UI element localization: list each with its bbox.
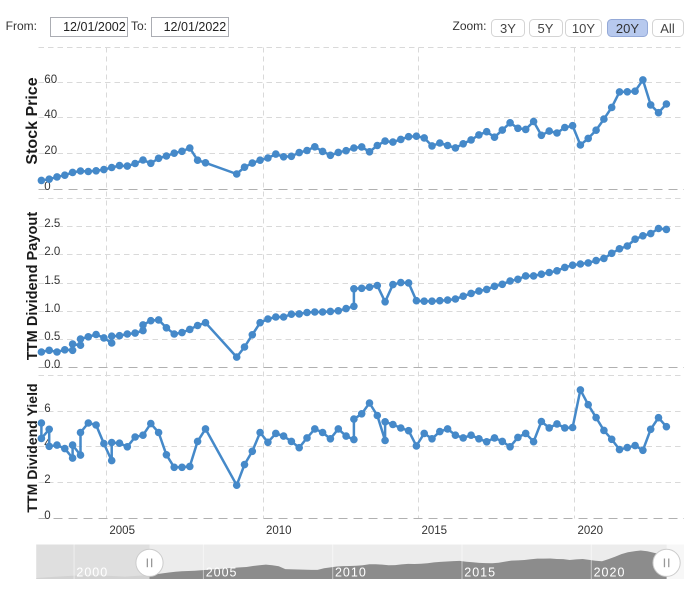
svg-text:0: 0 [44, 510, 50, 522]
svg-text:2000: 2000 [76, 566, 108, 580]
svg-text:TTM Dividend Yield: TTM Dividend Yield [24, 383, 40, 512]
svg-text:2015: 2015 [422, 525, 448, 537]
svg-text:0.0: 0.0 [44, 359, 60, 371]
svg-text:2.5: 2.5 [44, 218, 60, 230]
svg-text:0: 0 [44, 181, 50, 193]
svg-text:60: 60 [44, 74, 57, 86]
svg-text:TTM Dividend Payout: TTM Dividend Payout [25, 212, 41, 361]
svg-text:40: 40 [44, 109, 57, 121]
svg-text:2.0: 2.0 [44, 246, 60, 258]
svg-text:6: 6 [44, 403, 50, 415]
svg-text:20: 20 [44, 145, 57, 157]
svg-text:2020: 2020 [594, 566, 626, 580]
svg-text:2010: 2010 [335, 566, 367, 580]
svg-text:Stock Price: Stock Price [24, 77, 41, 164]
svg-text:0.5: 0.5 [44, 331, 60, 343]
svg-text:2: 2 [44, 474, 50, 486]
svg-text:2005: 2005 [109, 525, 135, 537]
svg-text:2020: 2020 [578, 525, 604, 537]
svg-text:1.0: 1.0 [44, 303, 60, 315]
svg-text:2010: 2010 [266, 525, 292, 537]
svg-text:1.5: 1.5 [44, 275, 60, 287]
svg-text:2015: 2015 [464, 566, 496, 580]
svg-text:2005: 2005 [206, 566, 238, 580]
